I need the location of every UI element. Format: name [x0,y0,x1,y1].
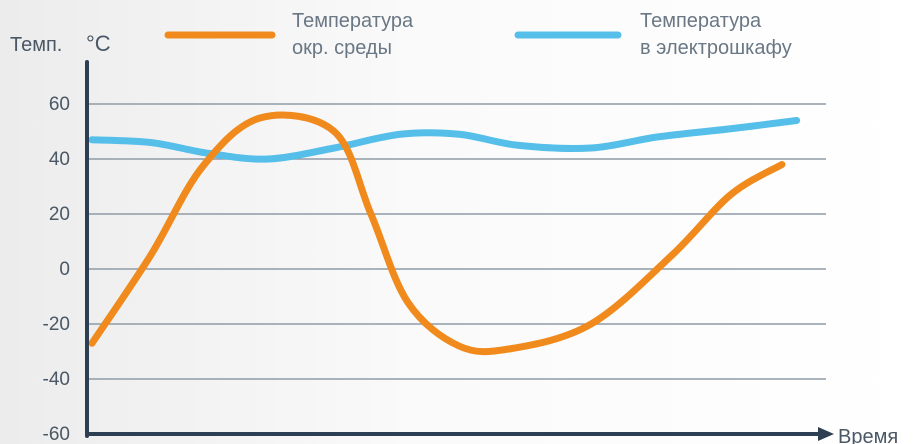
x-axis-arrow [818,427,834,441]
y-tick-label: -40 [43,369,70,390]
legend-label: Температура [640,10,762,32]
y-axis-title: Темп. [10,34,62,56]
series-lines [88,111,801,356]
y-tick-labels: 60 40 20 0 -20 -40 -60 [43,94,70,444]
legend-label: окр. среды [292,37,392,59]
legend-label: в электрошкафу [640,37,792,59]
y-tick-label: 60 [49,94,70,115]
gridlines [88,103,826,380]
legend: Температура окр. среды Температура в электр… [164,10,792,59]
series-cabinet-temperature-line [88,117,801,163]
y-tick-label: 20 [49,204,70,225]
y-tick-label: 0 [59,259,70,280]
y-tick-label: -20 [43,314,70,335]
y-tick-label: -60 [43,424,70,444]
y-axis-unit: °C [86,31,111,56]
axes [85,60,834,441]
series-ambient-temperature-line [88,111,786,356]
legend-label: Температура [292,10,414,32]
y-tick-label: 40 [49,149,70,170]
x-axis-title: Время [838,426,898,444]
